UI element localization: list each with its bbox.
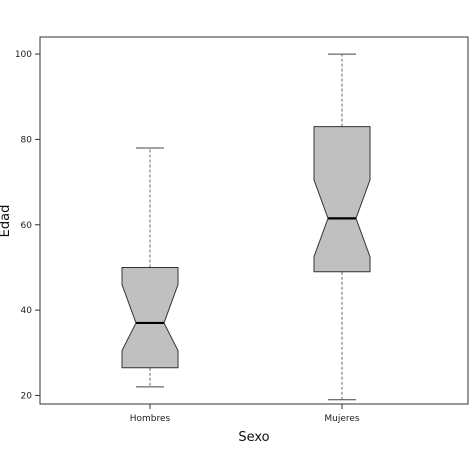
y-axis: 20 40 60 80 100 — [15, 50, 40, 401]
box-hombres — [121, 147, 179, 388]
y-tick-label-40: 40 — [21, 306, 33, 316]
y-axis-title: Edad — [0, 205, 13, 238]
y-tick-label-80: 80 — [21, 135, 33, 145]
x-axis-title: Sexo — [238, 430, 269, 445]
box-body-mujeres — [313, 126, 371, 273]
x-axis: Hombres Mujeres — [130, 404, 360, 424]
x-tick-label-hombres: Hombres — [130, 414, 171, 424]
boxes — [121, 53, 371, 401]
x-tick-label-mujeres: Mujeres — [324, 414, 360, 424]
plot-frame — [39, 36, 469, 405]
y-tick-label-20: 20 — [21, 391, 33, 401]
y-tick-label-60: 60 — [21, 221, 33, 231]
box-mujeres — [313, 53, 371, 401]
box-body-hombres — [121, 266, 179, 369]
y-tick-label-100: 100 — [15, 50, 32, 60]
